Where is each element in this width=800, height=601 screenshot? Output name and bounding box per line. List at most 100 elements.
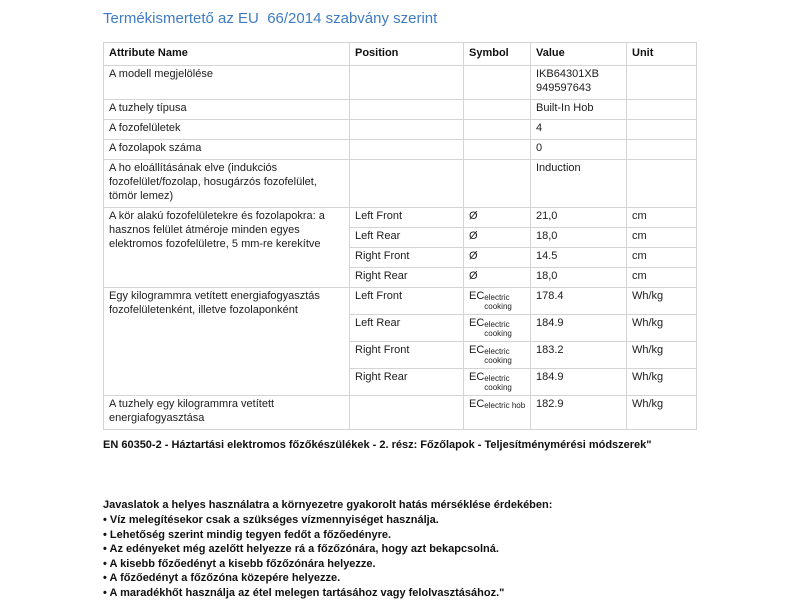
cell-symbol-ec: EC electric cooking [463,367,531,396]
usage-tip-item: • Víz melegítésekor csak a szükséges víz… [103,513,439,526]
ec-symbol: EC [469,397,485,410]
usage-tip-item: • A maradékhőt használja az étel melegen… [103,587,505,600]
cell-position: Right Front [349,340,464,369]
usage-tips-heading: Javaslatok a helyes használatra a környe… [103,499,553,512]
cell-unit [626,138,697,160]
cell-unit: Wh/kg [626,394,697,430]
cell-symbol [463,118,531,140]
cell-unit: Wh/kg [626,367,697,396]
cell-value: 14.5 [530,246,627,268]
cell-symbol-ec-hob: EC electric hob [463,394,531,430]
cell-position [349,64,464,100]
ec-symbol: EC [469,316,485,329]
usage-tip-item: • A kisebb főzőedényt a kisebb főzőzónár… [103,557,376,570]
cell-value: 178.4 [530,286,627,315]
cell-value: 21,0 [530,206,627,228]
cell-unit: cm [626,266,697,288]
page-title: Termékismertető az EU 66/2014 szabvány s… [103,10,438,27]
cell-unit: cm [626,206,697,228]
cell-symbol [463,138,531,160]
cell-position [349,138,464,160]
cell-value: 184.9 [530,313,627,342]
cell-position: Right Rear [349,266,464,288]
cell-value: 183.2 [530,340,627,369]
ec-symbol-subscript: electric cooking [484,373,512,392]
table-row-cooking-plates: A fozolapok száma 0 [103,138,697,160]
cell-attribute: A tuzhely egy kilogrammra vetített energ… [103,394,350,430]
cell-attribute: A modell megjelölése [103,64,350,100]
ec-symbol: EC [469,289,485,302]
table-header-row: Attribute Name Position Symbol Value Uni… [103,42,697,66]
cell-attribute: A fozofelületek [103,118,350,140]
cell-symbol [463,64,531,100]
table-row-hob-type: A tuzhely típusa Built-In Hob [103,98,697,120]
cell-symbol-diameter: Ø [463,226,531,248]
table-row-energy-left-rear: Left Rear EC electric cooking 184.9 Wh/kg [104,313,697,342]
cell-attribute: A tuzhely típusa [103,98,350,120]
ec-symbol-subscript: electric cooking [484,319,512,338]
cell-unit [626,158,697,208]
table-row-energy-left-front: Egy kilogrammra vetített energiafogyaszt… [103,286,697,396]
standard-reference-note: EN 60350-2 - Háztartási elektromos főzők… [103,438,652,451]
cell-unit: cm [626,246,697,268]
cell-position: Left Rear [349,226,464,248]
cell-value: 182.9 [530,394,627,430]
cell-position: Right Rear [349,367,464,396]
cell-symbol-ec: EC electric cooking [463,286,531,315]
cell-symbol-ec: EC electric cooking [463,340,531,369]
cell-symbol [463,158,531,208]
cell-symbol [463,98,531,120]
cell-symbol-ec: EC electric cooking [463,313,531,342]
table-row-model: A modell megjelölése IKB64301XB 94959764… [103,64,697,100]
cell-position: Left Front [349,206,464,228]
usage-tips-section: Javaslatok a helyes használatra a környe… [103,498,663,600]
header-unit: Unit [626,42,697,66]
cell-symbol-diameter: Ø [463,246,531,268]
cell-attribute: A ho eloállításának elve (indukciós fozo… [103,158,350,208]
cell-unit [626,64,697,100]
header-value: Value [530,42,627,66]
cell-unit: Wh/kg [626,340,697,369]
ec-symbol: EC [469,343,485,356]
cell-value: IKB64301XB 949597643 [530,64,627,100]
header-attribute-name: Attribute Name [103,42,350,66]
table-row-energy-hob: A tuzhely egy kilogrammra vetített energ… [103,394,697,430]
table-row-diameter-left-front: A kör alakú fozofelületekre és fozolapok… [103,206,697,288]
cell-value: 18,0 [530,226,627,248]
header-symbol: Symbol [463,42,531,66]
ec-symbol-subscript: electric cooking [484,292,512,311]
usage-tip-item: • Lehetőség szerint mindig tegyen fedőt … [103,528,392,541]
table-row-diameter-right-rear: Right Rear Ø 18,0 cm [104,266,697,288]
cell-value: 184.9 [530,367,627,396]
cell-value: 4 [530,118,627,140]
cell-attribute-diameter-group: A kör alakú fozofelületekre és fozolapok… [103,206,350,288]
cell-value: 18,0 [530,266,627,288]
cell-position [349,158,464,208]
ec-symbol: EC [469,370,485,383]
header-position: Position [349,42,464,66]
table-row-energy-right-rear: Right Rear EC electric cooking 184.9 Wh/k… [104,367,697,396]
cell-position: Right Front [349,246,464,268]
cell-unit: Wh/kg [626,286,697,315]
cell-value: Induction [530,158,627,208]
product-fiche-table: Attribute Name Position Symbol Value Uni… [103,42,697,430]
cell-symbol-diameter: Ø [463,266,531,288]
table-row-cooking-zones: A fozofelületek 4 [103,118,697,140]
cell-unit [626,118,697,140]
cell-symbol-diameter: Ø [463,206,531,228]
cell-attribute-energy-group: Egy kilogrammra vetített energiafogyaszt… [103,286,350,396]
ec-hob-symbol-subscript: electric hob [484,400,526,410]
cell-value: 0 [530,138,627,160]
cell-position [349,394,464,430]
cell-position [349,118,464,140]
usage-tip-item: • Az edényeket még azelőtt helyezze rá a… [103,543,499,556]
cell-unit: cm [626,226,697,248]
usage-tip-item: • A főzőedényt a főzőzóna közepére helye… [103,572,341,585]
cell-attribute: A fozolapok száma [103,138,350,160]
cell-position [349,98,464,120]
cell-unit: Wh/kg [626,313,697,342]
cell-position: Left Rear [349,313,464,342]
ec-symbol-subscript: electric cooking [484,346,512,365]
table-row-heating-technology: A ho eloállításának elve (indukciós fozo… [103,158,697,208]
